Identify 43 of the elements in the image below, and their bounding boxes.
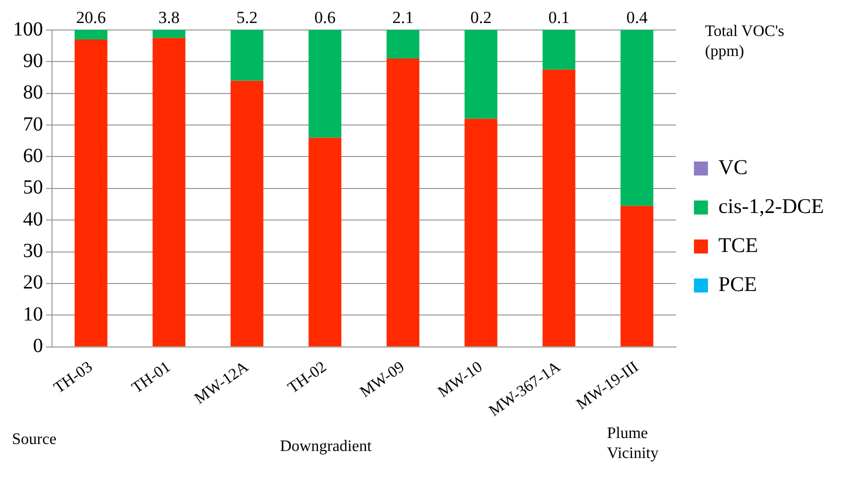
bar [620, 206, 654, 346]
text: 0.2 [470, 8, 492, 27]
text: 0.6 [314, 8, 336, 27]
y-tick-label: 80 [23, 82, 43, 104]
y-tick-label: 50 [23, 176, 43, 199]
text: 20.6 [76, 8, 106, 27]
bar [152, 30, 186, 38]
text: 0.4 [626, 8, 648, 27]
bar [464, 118, 498, 346]
legend-label: VC [718, 155, 748, 180]
text: Plume Vicinity [607, 424, 660, 464]
y-tick-label: 90 [23, 50, 43, 72]
bar [308, 138, 342, 346]
y-tick-label: 70 [23, 113, 43, 136]
bar [386, 58, 420, 346]
legend-label: cis-1,2-DCE [718, 194, 824, 218]
bar [542, 30, 576, 70]
bar [74, 30, 108, 40]
bar [386, 30, 420, 59]
bar [230, 30, 264, 81]
legend-label: PCE [718, 272, 757, 296]
legend-label: TCE [718, 233, 758, 258]
bar [74, 40, 108, 346]
text: Source [12, 430, 58, 450]
y-tick-label: 0 [33, 335, 43, 358]
bar [152, 38, 186, 346]
y-tick-label: 60 [23, 144, 43, 167]
y-tick-label: 100 [13, 18, 43, 40]
bar [620, 30, 654, 206]
bar [308, 30, 342, 138]
y-tick-label: 40 [23, 208, 43, 230]
text: 0.1 [548, 8, 570, 27]
text: 5.2 [236, 8, 258, 27]
y-tick-label: 10 [23, 303, 43, 326]
text: 2.1 [392, 8, 414, 27]
y-tick-label: 30 [23, 240, 43, 262]
bar [464, 30, 498, 119]
y-tick-label: 20 [23, 272, 43, 294]
bar [230, 80, 264, 346]
text: Total VOC's (ppm) [705, 22, 786, 62]
text: 3.8 [158, 8, 180, 27]
bar [542, 70, 576, 346]
text: Downgradient [280, 437, 373, 457]
